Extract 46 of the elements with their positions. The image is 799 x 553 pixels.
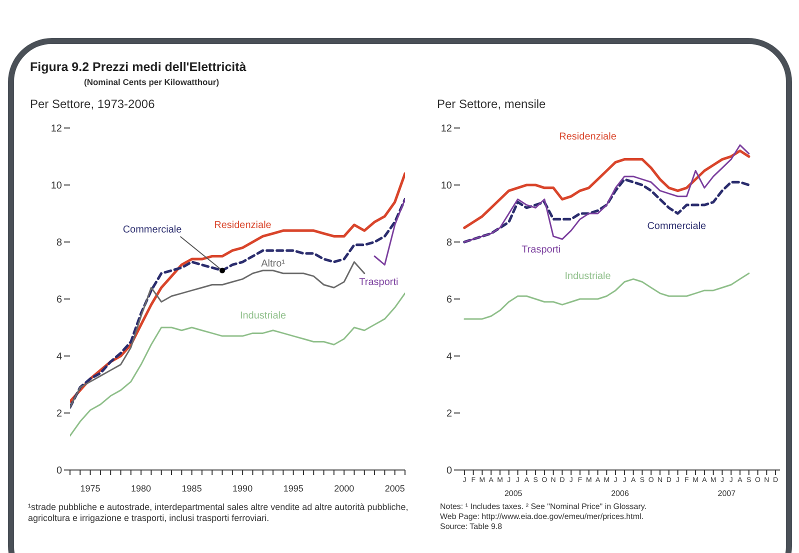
series-label: Residenziale	[214, 220, 272, 231]
y-tick-label: 12	[50, 124, 62, 135]
y-tick-label: 10	[50, 180, 62, 192]
y-tick-label: 4	[56, 352, 62, 363]
line-series	[463, 178, 750, 244]
line-series	[464, 272, 750, 320]
x-tick-label: 1980	[131, 483, 152, 494]
line-series	[463, 150, 750, 230]
series-label: Residenziale	[559, 131, 617, 142]
y-tick-label: 0	[56, 466, 62, 477]
y-tick-label: 12	[440, 124, 452, 135]
y-tick-label: 8	[56, 238, 62, 249]
series-label: Altro¹	[261, 258, 286, 270]
x-tick-label: 1985	[182, 483, 202, 494]
x-tick-label: 1995	[283, 483, 304, 494]
y-tick-label: 4	[446, 352, 452, 363]
x-tick-label: 2000	[334, 483, 354, 494]
text: 2007	[716, 489, 737, 498]
x-tick-label: 1990	[232, 483, 253, 494]
text: 2006	[610, 489, 630, 498]
line-series	[374, 198, 405, 266]
text: Web Page: http://www.eia.doe.gov/emeu/mer/prices.html.	[440, 512, 645, 522]
chart-title: Per Settore, mensile	[437, 97, 546, 111]
source-note: Source: Table 9.8	[440, 522, 504, 532]
text: ¹strade pubbliche e autostrade, interdepartmental sales altre vendite ad altre autorità pubbliche, agricoltura e irrigazione e trasporti, inclusi trasporti ferroviari.	[28, 502, 410, 524]
text: Notes: ¹ Includes taxes. ² See "Nominal Price" in Glossary.	[440, 502, 648, 512]
line-series	[464, 144, 750, 243]
series-label: Trasporti	[522, 244, 561, 256]
y-tick-label: 6	[56, 294, 62, 306]
text: Per Settore, 1973-2006	[30, 97, 155, 111]
text: Commerciale	[122, 224, 182, 236]
y-tick-label: 0	[446, 466, 452, 477]
chart-subtitle: (Nominal Cents per Kilowatthour)	[84, 77, 220, 87]
series-label: Commerciale	[647, 220, 707, 232]
series-label: Industriale	[240, 310, 287, 322]
y-tick-label: 2	[56, 408, 62, 420]
series-label: Trasporti	[359, 276, 398, 288]
y-tick-label: 8	[446, 238, 452, 249]
line-series	[70, 292, 405, 437]
x-tick-label: 2005	[384, 483, 405, 494]
x-tick-label: 1975	[80, 483, 100, 494]
chart-title: Figura 9.2 Prezzi medi dell'Elettricità	[30, 60, 246, 74]
y-tick-label: 10	[440, 180, 452, 192]
y-tick-label: 2	[446, 408, 452, 420]
y-tick-label: 6	[446, 294, 452, 306]
series-label: Industriale	[564, 271, 612, 282]
